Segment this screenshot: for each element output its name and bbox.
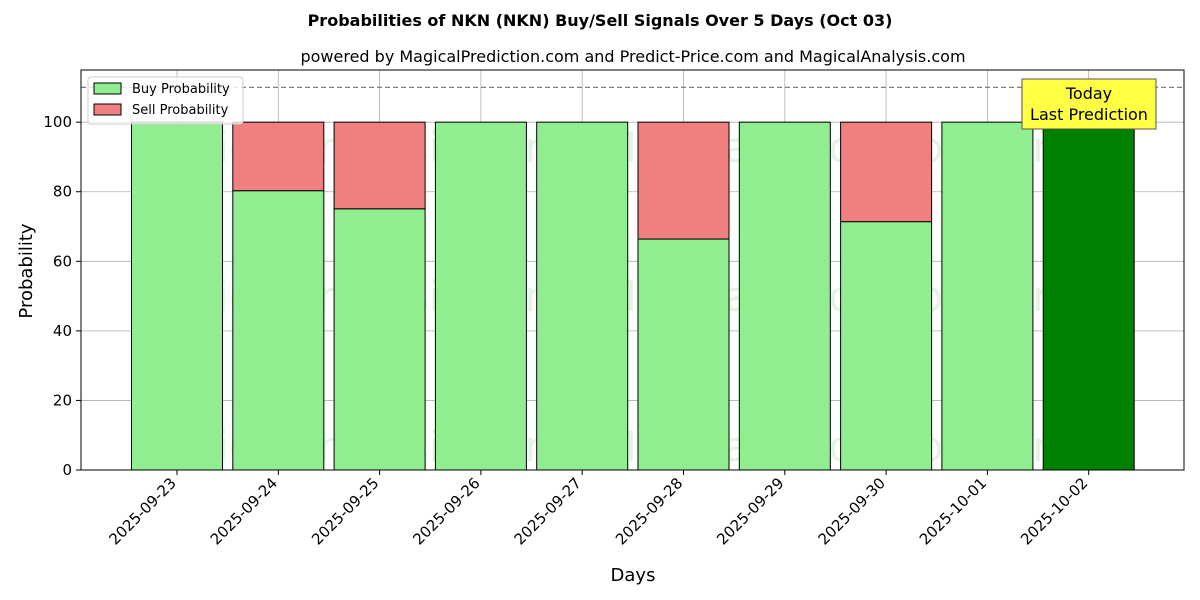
legend-swatch [93,82,122,95]
buy-bar [536,121,629,471]
buy-bar [941,121,1034,471]
buy-bar [840,221,933,471]
y-tick-label: 80 [53,183,72,201]
y-tick-label: 60 [53,252,72,270]
sell-bar [840,121,933,223]
buy-bar [637,238,730,471]
y-axis-label: Probability [16,223,37,318]
legend-label: Buy Probability [132,82,230,97]
x-tick-label: 2025-09-23 [105,474,179,548]
buy-bar [333,208,426,471]
x-tick-label: 2025-10-01 [916,474,990,548]
y-tick-label: 100 [43,113,72,131]
buy-bar [232,190,325,471]
buy-bar [1042,121,1135,471]
y-tick-label: 20 [53,391,72,409]
legend-swatch [93,103,122,116]
chart-subtitle: powered by MagicalPrediction.com and Pre… [300,47,965,66]
legend: Buy Probability Sell Probability [87,76,244,125]
annotation-line1: Today [1065,84,1112,103]
x-tick-label: 2025-09-25 [308,474,382,548]
sell-bar [637,121,730,240]
y-tick-label: 0 [62,461,72,479]
x-tick-label: 2025-09-26 [409,474,483,548]
buy-bar [131,121,223,471]
buy-bar [434,121,527,471]
x-tick-label: 2025-10-02 [1017,474,1091,548]
today-annotation: Today Last Prediction [1021,78,1157,130]
buy-bar [738,121,831,471]
x-tick-label: 2025-09-27 [511,474,585,548]
chart-title: Probabilities of NKN (NKN) Buy/Sell Sign… [308,11,893,30]
sell-bar [333,121,426,210]
sell-bar [232,121,325,192]
bars [131,121,1135,471]
x-tick-label: 2025-09-28 [612,474,686,548]
legend-label: Sell Probability [132,103,229,118]
x-tick-label: 2025-09-30 [815,474,889,548]
annotation-box [1021,78,1157,130]
x-tick-label: 2025-09-29 [713,474,787,548]
x-tick-label: 2025-09-24 [207,474,281,548]
plot-frame [80,69,1185,471]
y-tick-label: 40 [53,322,72,340]
x-axis-label: Days [611,565,656,586]
legend-box [87,76,244,125]
annotation-line2: Last Prediction [1030,105,1148,124]
